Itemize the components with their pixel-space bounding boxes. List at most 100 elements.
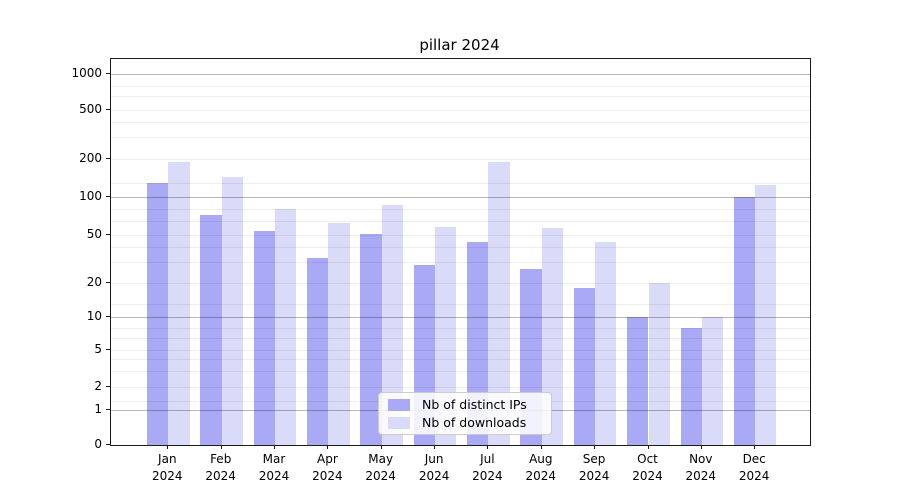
bar-distinct-ips [573,287,596,445]
gridline-minor [111,137,810,138]
y-tick-mark [106,409,110,410]
y-tick-mark [106,108,110,110]
bar-downloads [275,209,297,445]
x-tick-mark [167,445,169,449]
legend-item-distinct-ips: Nb of distinct IPs [388,397,542,412]
bar-downloads [648,282,670,445]
y-tick-mark [106,385,110,387]
x-tick-mark [700,445,702,449]
gridline-minor [111,350,810,351]
gridline-minor [111,304,810,305]
gridline-minor [111,246,810,248]
gridline-minor [111,109,810,111]
x-tick-mark [647,445,649,449]
bar-distinct-ips [200,215,222,445]
x-tick-mark [380,445,382,449]
plot-area [110,58,811,446]
y-tick-mark [106,281,110,283]
bar-downloads [381,205,403,445]
y-tick-label: 50 [86,227,102,241]
gridline-minor [111,370,810,372]
bar-downloads [328,223,350,445]
bar-distinct-ips [680,327,702,445]
bar-distinct-ips [253,230,275,445]
bar-downloads [701,317,724,445]
bar-downloads [488,161,510,445]
x-tick-mark [487,445,489,449]
bar-downloads [221,176,243,445]
x-tick-label: May 2024 [365,452,396,483]
chart-title: pillar 2024 [419,36,500,54]
x-tick-mark [434,445,436,449]
x-tick-mark [540,445,542,449]
bar-distinct-ips [627,317,649,445]
x-tick-label: Oct 2024 [632,452,663,483]
x-tick-label: Mar 2024 [258,452,290,483]
gridline-minor [111,121,810,123]
y-tick-mark [106,73,110,75]
y-tick-mark [106,316,110,317]
x-tick-mark [327,445,329,449]
gridline-minor [111,235,810,236]
y-tick-label: 1 [94,402,102,416]
gridline-minor [111,261,810,263]
gridline-minor [111,209,810,211]
bar-downloads [595,241,617,445]
x-tick-mark [274,445,275,449]
gridline-minor [111,386,810,388]
y-tick-label: 0 [94,437,102,451]
x-tick-label: Jan 2024 [152,452,183,483]
y-tick-mark [106,444,110,445]
x-tick-label: Dec 2024 [738,452,770,483]
gridline-minor [111,327,810,329]
y-tick-label: 1000 [71,66,102,81]
y-tick-label: 200 [79,150,102,165]
bar-downloads [755,184,777,445]
x-tick-label: Sep 2024 [578,452,610,483]
x-tick-label: Aug 2024 [525,452,557,483]
bar-downloads [541,227,564,445]
legend-item-downloads: Nb of downloads [388,415,542,430]
gridline-major [111,317,810,318]
legend-swatch-distinct-ips [388,398,410,411]
x-tick-label: Apr 2024 [312,452,343,483]
gridline-minor [111,96,810,98]
legend-label-distinct-ips: Nb of distinct IPs [422,397,527,412]
y-tick-mark [106,157,110,159]
gridline-minor [111,85,810,87]
gridline-minor [111,282,810,284]
y-tick-label: 2 [94,378,102,393]
gridline-minor [111,358,810,360]
gridline-major [111,197,810,198]
gridline-major [111,74,810,76]
gridline-minor [111,182,810,184]
y-tick-label: 20 [86,274,102,289]
bar-distinct-ips [307,258,329,445]
x-tick-label: Jun 2024 [418,452,450,483]
x-tick-mark [754,445,756,449]
y-tick-label: 10 [86,309,102,323]
legend-label-downloads: Nb of downloads [422,415,527,430]
bar-distinct-ips [360,233,382,445]
legend-swatch-downloads [388,416,410,429]
x-tick-mark [594,445,596,449]
gridline-minor [111,158,810,160]
bar-distinct-ips [147,182,169,445]
x-tick-label: Nov 2024 [685,452,717,483]
x-tick-mark [220,445,222,449]
y-tick-label: 500 [79,101,102,116]
bar-downloads [435,226,457,445]
y-tick-label: 5 [94,342,102,356]
y-tick-mark [106,196,110,197]
y-tick-mark [106,349,110,350]
y-tick-mark [106,234,110,235]
x-tick-label: Feb 2024 [205,452,236,483]
legend: Nb of distinct IPs Nb of downloads [378,392,552,435]
gridline-minor [111,337,810,339]
gridline-minor [111,220,810,222]
y-tick-label: 100 [79,189,102,203]
bar-downloads [168,161,190,445]
bar-distinct-ips [733,197,756,445]
x-tick-label: Jul 2024 [472,452,503,483]
